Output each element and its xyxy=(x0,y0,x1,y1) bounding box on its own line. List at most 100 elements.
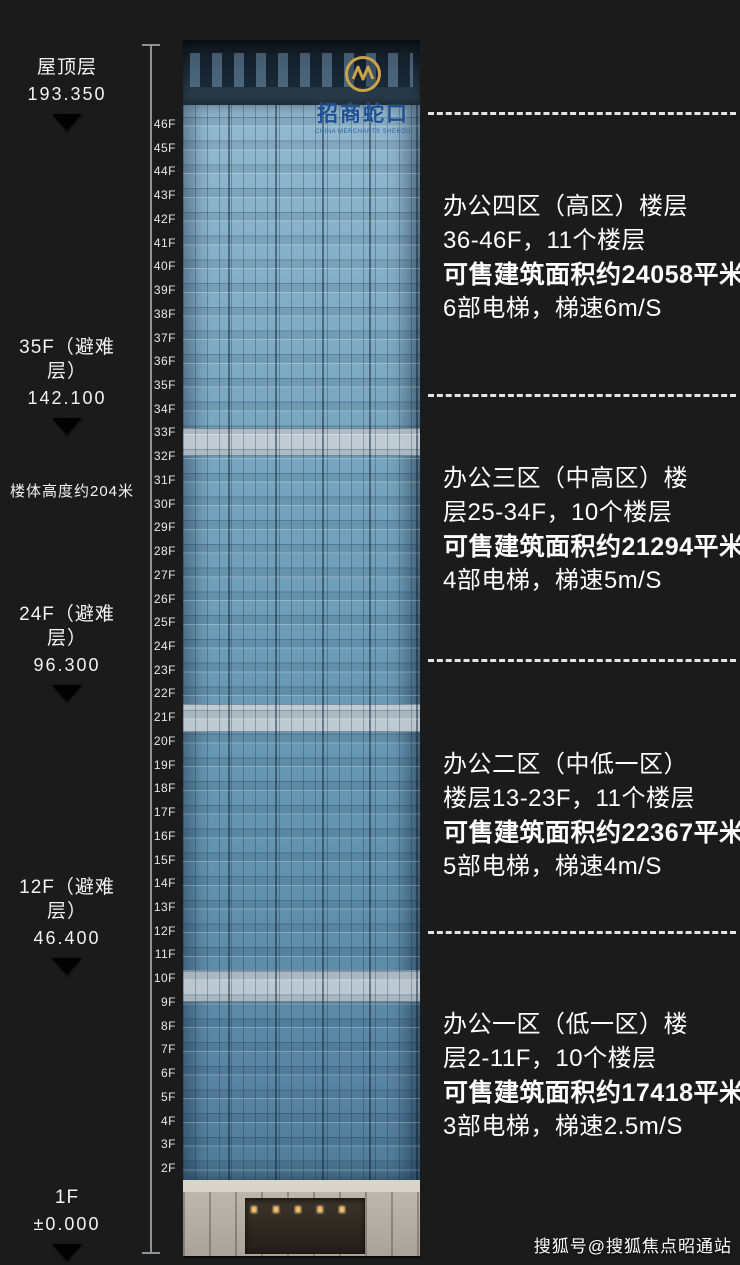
elevation-marker-24f: 24F（避难层） 96.300 xyxy=(6,603,128,702)
marker-label: 24F（避难层） xyxy=(19,604,115,649)
zone-info-4-high: 办公四区（高区）楼层 36-46F，11个楼层 可售建筑面积约24058平米 6… xyxy=(443,190,740,326)
floor-label: 7F xyxy=(160,1042,176,1057)
down-arrow-icon xyxy=(52,418,82,435)
zone-elevator-line: 3部电梯，梯速2.5m/S xyxy=(443,1113,683,1140)
floor-label: 38F xyxy=(153,306,176,321)
down-arrow-icon xyxy=(52,685,82,702)
marker-value: 142.100 xyxy=(27,388,107,408)
crown-panels xyxy=(190,53,413,87)
zone-line: 办公三区（中高区）楼 xyxy=(443,465,688,492)
floor-label: 14F xyxy=(153,876,176,891)
height-note: 楼体高度约204米 xyxy=(10,483,135,500)
watermark: 搜狐号@搜狐焦点昭通站 xyxy=(533,1237,732,1256)
floor-label: 11F xyxy=(154,947,176,962)
zone-line: 36-46F，11个楼层 xyxy=(443,227,646,254)
zone-line: 办公一区（低一区）楼 xyxy=(443,1011,688,1038)
zone-divider-line xyxy=(428,931,736,934)
zone-area-line: 可售建筑面积约17418平米 xyxy=(443,1079,740,1107)
floor-label: 39F xyxy=(153,283,176,298)
floor-label: 9F xyxy=(160,994,176,1009)
floor-label: 32F xyxy=(153,449,176,464)
floor-label: 4F xyxy=(160,1113,176,1128)
marker-label: 35F（避难层） xyxy=(19,337,115,382)
zone-divider-line xyxy=(428,112,736,115)
zone-divider-line xyxy=(428,659,736,662)
floor-label: 45F xyxy=(153,140,176,155)
zone-line: 层25-34F，10个楼层 xyxy=(443,499,673,526)
marker-value: 96.300 xyxy=(33,655,101,675)
floor-label: 33F xyxy=(153,425,176,440)
cmsk-logo-subtext: CHINA MERCHANTS SHEKOU xyxy=(314,129,411,135)
floor-label: 35F xyxy=(153,377,176,392)
floor-label: 20F xyxy=(153,733,176,748)
floor-label: 16F xyxy=(153,828,176,843)
zone-divider-line xyxy=(428,394,736,397)
floor-label: 19F xyxy=(153,757,176,772)
floor-label: 25F xyxy=(153,615,176,630)
building-shaft xyxy=(183,102,420,1180)
dimension-line-cap-top xyxy=(142,44,160,46)
elevation-marker-35f: 35F（避难层） 142.100 xyxy=(6,336,128,435)
floor-label: 27F xyxy=(153,567,176,582)
refuge-band-24f xyxy=(183,704,420,732)
floor-label: 28F xyxy=(153,544,176,559)
floor-label: 18F xyxy=(153,781,176,796)
floor-label: 34F xyxy=(153,401,176,416)
marker-label: 屋顶层 xyxy=(36,57,97,78)
floor-label: 41F xyxy=(153,235,176,250)
floor-label: 30F xyxy=(153,496,176,511)
floor-label: 43F xyxy=(153,188,176,203)
zone-elevator-line: 4部电梯，梯速5m/S xyxy=(443,567,662,594)
floor-label: 6F xyxy=(160,1066,176,1081)
elevation-marker-12f: 12F（避难层） 46.400 xyxy=(6,876,128,975)
floor-label: 23F xyxy=(153,662,176,677)
down-arrow-icon xyxy=(52,114,82,131)
marker-label: 12F（避难层） xyxy=(19,877,115,922)
floor-label: 46F xyxy=(153,117,176,131)
building: 招商蛇口 CHINA MERCHANTS SHEKOU xyxy=(183,40,420,1258)
ground-line xyxy=(183,1256,420,1258)
building-crown xyxy=(183,40,420,105)
floor-label: 12F xyxy=(153,923,176,938)
cmsk-logo-icon xyxy=(345,56,381,92)
zone-info-3-midhigh: 办公三区（中高区）楼 层25-34F，10个楼层 可售建筑面积约21294平米 … xyxy=(443,462,740,598)
refuge-band-12f xyxy=(183,970,420,1002)
cmsk-logo: 招商蛇口 CHINA MERCHANTS SHEKOU xyxy=(303,54,423,135)
floor-label: 29F xyxy=(153,520,176,535)
floor-label: 42F xyxy=(153,211,176,226)
floor-labels: 46F 45F 44F 43F 42F 41F 40F 39F 38F 37F 36F 35F 34F 3… xyxy=(138,0,180,1265)
down-arrow-icon xyxy=(52,958,82,975)
zone-area-line: 可售建筑面积约21294平米 xyxy=(443,533,740,561)
zone-line: 办公四区（高区）楼层 xyxy=(443,193,688,220)
floor-label: 36F xyxy=(153,354,176,369)
floor-label: 44F xyxy=(153,164,176,179)
zone-line: 楼层13-23F，11个楼层 xyxy=(443,785,695,812)
dimension-line-cap-bottom xyxy=(142,1252,160,1254)
floor-label: 22F xyxy=(153,686,176,701)
floor-label: 5F xyxy=(160,1089,176,1104)
floor-label: 31F xyxy=(153,472,176,487)
down-arrow-icon xyxy=(52,1244,82,1261)
zone-elevator-line: 5部电梯，梯速4m/S xyxy=(443,853,662,880)
floor-label: 21F xyxy=(153,710,176,725)
elevation-marker-1f: 1F ±0.000 xyxy=(6,1186,128,1261)
curtain-wall-grid xyxy=(183,102,420,1180)
zone-line: 层2-11F，10个楼层 xyxy=(443,1045,657,1072)
floor-label: 17F xyxy=(153,805,176,820)
building-podium xyxy=(183,1180,420,1256)
zone-line: 办公二区（中低一区） xyxy=(443,751,688,778)
floor-label: 24F xyxy=(153,638,176,653)
zone-elevator-line: 6部电梯，梯速6m/S xyxy=(443,295,662,322)
floor-label: 15F xyxy=(153,852,176,867)
marker-label: 1F xyxy=(54,1187,80,1208)
zone-info-1-low: 办公一区（低一区）楼 层2-11F，10个楼层 可售建筑面积约17418平米 3… xyxy=(443,1008,740,1144)
floor-label: 8F xyxy=(160,1018,176,1033)
refuge-band-35f xyxy=(183,428,420,456)
cmsk-logo-text: 招商蛇口 xyxy=(317,103,409,126)
marker-value: ±0.000 xyxy=(33,1214,101,1234)
floor-label: 2F xyxy=(160,1160,176,1175)
podium-entrance xyxy=(245,1198,365,1254)
zone-info-2-midlow: 办公二区（中低一区） 楼层13-23F，11个楼层 可售建筑面积约22367平米… xyxy=(443,748,740,884)
floor-label: 13F xyxy=(153,899,176,914)
